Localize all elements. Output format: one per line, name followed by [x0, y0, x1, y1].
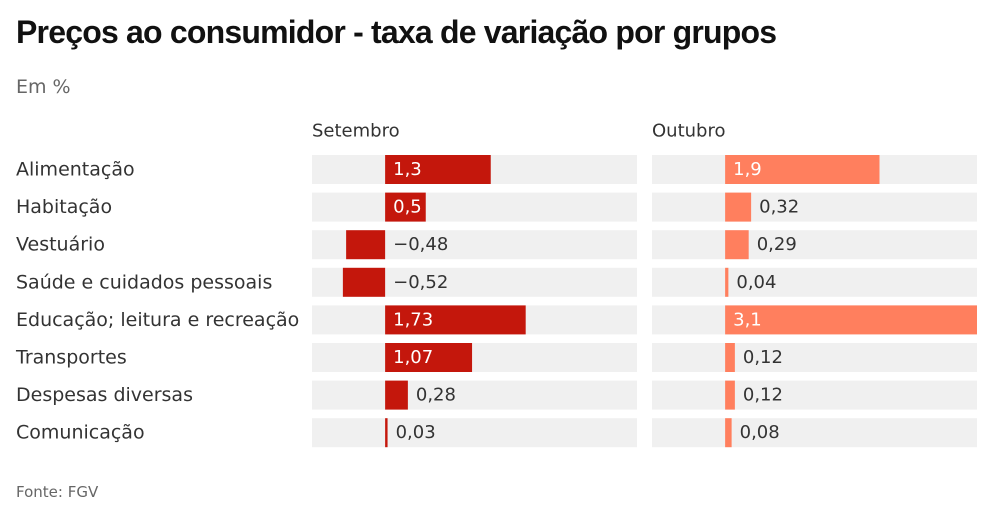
bar-outubro-despesas-diversas: [725, 380, 735, 410]
bar-track-setembro-habitacao: [312, 192, 637, 222]
value-label-outubro-despesas-diversas: 0,12: [743, 385, 783, 406]
panel-title-setembro: Setembro: [312, 121, 400, 142]
bar-track-outubro-comunicacao: [652, 418, 977, 448]
category-label-saude-e-cuidados-pessoais: Saúde e cuidados pessoais: [16, 271, 272, 293]
value-label-outubro-educacao-leitura-e-recreacao: 3,1: [733, 309, 762, 330]
bar-outubro-transportes: [725, 343, 735, 372]
bar-outubro-saude-e-cuidados-pessoais: [725, 267, 729, 297]
chart-subtitle: Em %: [16, 76, 71, 98]
bar-outubro-educacao-leitura-e-recreacao: [725, 305, 977, 335]
value-label-setembro-educacao-leitura-e-recreacao: 1,73: [393, 309, 433, 330]
bar-setembro-vestuario: [346, 230, 386, 260]
bar-outubro-alimentacao: [725, 155, 880, 184]
value-label-outubro-alimentacao: 1,9: [733, 159, 762, 180]
bar-track-outubro-habitacao: [652, 192, 977, 222]
bar-track-setembro-despesas-diversas: [312, 380, 637, 410]
value-label-outubro-comunicacao: 0,08: [740, 422, 780, 443]
bar-setembro-comunicacao: [385, 418, 388, 448]
value-label-setembro-alimentacao: 1,3: [393, 159, 422, 180]
bar-track-setembro-transportes: [312, 343, 637, 372]
value-label-setembro-saude-e-cuidados-pessoais: −0,52: [393, 272, 448, 293]
category-label-habitacao: Habitação: [16, 196, 112, 218]
value-label-outubro-vestuario: 0,29: [757, 234, 797, 255]
bar-track-outubro-saude-e-cuidados-pessoais: [652, 267, 977, 297]
value-label-outubro-habitacao: 0,32: [759, 197, 799, 218]
panel-title-outubro: Outubro: [652, 121, 726, 142]
category-label-educacao-leitura-e-recreacao: Educação; leitura e recreação: [16, 309, 299, 331]
value-label-setembro-comunicacao: 0,03: [396, 422, 436, 443]
bar-track-outubro-vestuario: [652, 230, 977, 260]
chart-title: Preços ao consumidor - taxa de variação …: [16, 14, 777, 50]
bar-track-setembro-comunicacao: [312, 418, 637, 448]
bar-outubro-comunicacao: [725, 418, 732, 448]
value-label-setembro-transportes: 1,07: [393, 347, 433, 368]
bar-setembro-transportes: [385, 343, 473, 372]
bar-setembro-saude-e-cuidados-pessoais: [342, 267, 386, 297]
bar-setembro-habitacao: [385, 192, 426, 222]
category-label-transportes: Transportes: [15, 347, 127, 369]
bar-outubro-habitacao: [725, 192, 752, 222]
source-note: Fonte: FGV: [16, 483, 99, 501]
category-label-comunicacao: Comunicação: [16, 422, 145, 444]
value-label-setembro-despesas-diversas: 0,28: [416, 385, 456, 406]
bar-setembro-despesas-diversas: [385, 380, 408, 410]
bar-track-outubro-transportes: [652, 343, 977, 372]
value-label-setembro-vestuario: −0,48: [393, 234, 448, 255]
value-label-outubro-transportes: 0,12: [743, 347, 783, 368]
bar-setembro-alimentacao: [385, 155, 491, 184]
category-label-despesas-diversas: Despesas diversas: [16, 384, 193, 406]
bar-outubro-vestuario: [725, 230, 749, 260]
bar-track-outubro-despesas-diversas: [652, 380, 977, 410]
bar-setembro-educacao-leitura-e-recreacao: [385, 305, 526, 335]
value-label-setembro-habitacao: 0,5: [393, 197, 422, 218]
category-label-vestuario: Vestuário: [16, 234, 105, 256]
category-label-alimentacao: Alimentação: [16, 159, 135, 181]
value-label-outubro-saude-e-cuidados-pessoais: 0,04: [736, 272, 776, 293]
